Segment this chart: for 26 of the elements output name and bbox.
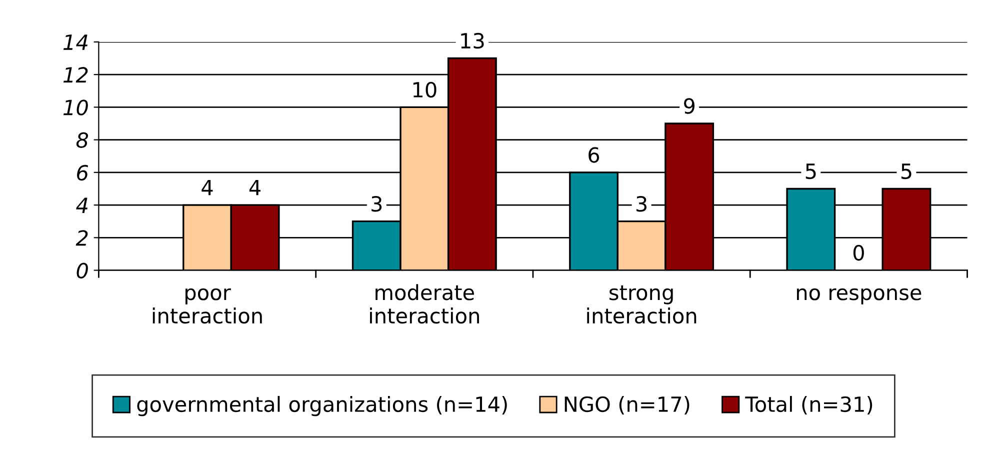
y-tick-label: 2 bbox=[76, 230, 88, 246]
legend-label: governmental organizations (n=14) bbox=[137, 396, 507, 416]
data-label: 9 bbox=[684, 98, 694, 114]
data-label: 3 bbox=[372, 196, 382, 212]
data-label: 0 bbox=[853, 244, 864, 261]
y-tick-label: 4 bbox=[76, 198, 88, 213]
data-label: 13 bbox=[461, 32, 484, 49]
y-tick-label: 14 bbox=[63, 34, 88, 50]
legend-label: NGO (n=17) bbox=[564, 396, 690, 415]
data-label: 4 bbox=[202, 180, 213, 196]
data-label: 6 bbox=[588, 147, 600, 163]
data-label: 5 bbox=[901, 164, 912, 180]
data-label: 10 bbox=[413, 82, 436, 98]
x-tick-label: poor interaction bbox=[152, 288, 262, 324]
data-label: 5 bbox=[806, 164, 816, 180]
x-tick-label: moderate interaction bbox=[370, 284, 479, 324]
x-tick-label: no response bbox=[796, 288, 922, 304]
y-tick-label: 8 bbox=[76, 132, 88, 148]
legend-label: Total (n=31) bbox=[745, 396, 872, 415]
y-tick-label: 12 bbox=[63, 67, 88, 82]
y-tick-label: 10 bbox=[63, 100, 88, 116]
y-tick-label: 0 bbox=[76, 262, 88, 278]
y-tick-label: 6 bbox=[77, 164, 88, 181]
data-label: 3 bbox=[636, 196, 647, 212]
x-tick-label: strong interaction bbox=[587, 285, 696, 324]
data-label: 4 bbox=[249, 180, 260, 196]
